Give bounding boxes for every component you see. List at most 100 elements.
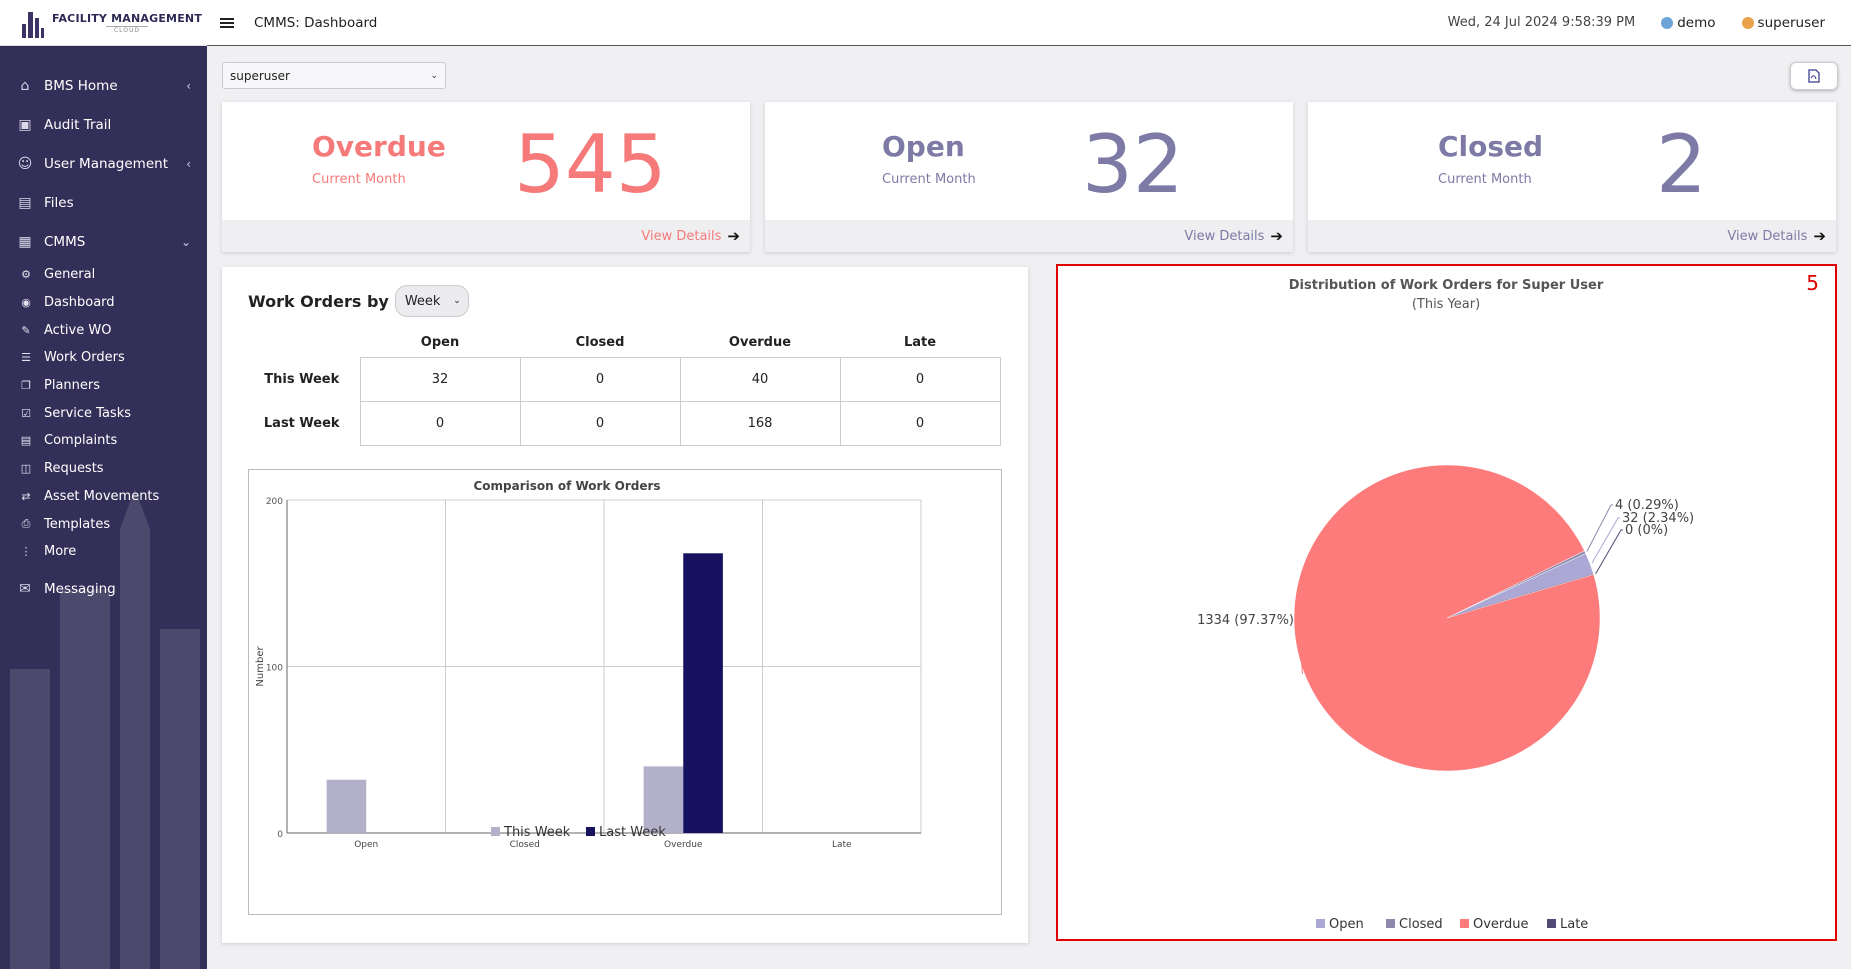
table-cell: 32 [359,356,521,402]
users-icon: ☺ [17,155,33,172]
pie-slice-overdue [1293,464,1601,772]
bar-chart-svg: Comparison of Work Orders 0 100 200 Number Op… [255,479,922,850]
card-value: 32 [1082,118,1184,211]
card-label: Overdue [312,130,446,163]
table-cell: 0 [519,356,681,402]
view-details-link[interactable]: View Details ➔ [765,220,1293,252]
user-menu[interactable]: superuser [1741,15,1825,31]
y-tick-label: 0 [277,830,283,840]
view-details-label: View Details [1184,228,1265,244]
sidebar-subitem-label: Active WO [44,322,112,338]
legend-swatch [586,827,595,836]
legend-entry: Closed [1399,917,1443,932]
sidebar-subitem-complaints[interactable]: ▤ Complaints [0,427,207,455]
user-select[interactable]: superuser ⌄ [222,62,446,89]
y-tick-label: 100 [266,664,283,674]
x-tick-label: Late [832,840,852,850]
card-label: Open [882,130,965,163]
site-selector[interactable]: demo [1661,14,1716,31]
sidebar-subitem-active-wo[interactable]: ✎ Active WO [0,316,207,344]
sidebar-item-bms-home[interactable]: ⌂ BMS Home ‹ [0,66,207,105]
sidebar-subitem-more[interactable]: ⋮ More [0,538,207,566]
legend-swatch [1386,919,1395,928]
sidebar-subitem-label: Service Tasks [44,405,132,421]
chevron-down-icon: ⌄ [430,70,438,81]
annotation-number: 5 [1806,271,1819,295]
current-datetime: Wed, 24 Jul 2024 9:58:39 PM [1447,15,1636,30]
file-pdf-icon: ⎙ [21,517,31,531]
table-cell: 0 [839,356,1001,402]
view-details-link[interactable]: View Details ➔ [1308,220,1836,252]
sidebar-item-cmms[interactable]: ▦ CMMS ⌄ [0,222,207,261]
export-pdf-button[interactable] [1790,62,1838,90]
x-tick-label: Closed [510,840,540,850]
columns-icon: ◫ [20,462,32,476]
sidebar-item-label: BMS Home [44,77,118,94]
sidebar-item-label: CMMS [44,233,86,250]
view-details-label: View Details [1727,228,1808,244]
bar-this-week [643,766,684,833]
row-header: This Week [264,371,340,387]
check-square-icon: ☑ [21,406,31,420]
comparison-bar-chart: Comparison of Work Orders 0 100 200 Number Op… [248,469,1002,915]
column-header: Overdue [728,335,792,351]
copy-icon: ❐ [21,379,31,393]
card-subtitle: Current Month [882,172,976,187]
arrow-right-icon: ➔ [727,227,740,245]
site-icon [1661,16,1674,29]
sidebar-subitem-service-tasks[interactable]: ☑ Service Tasks [0,399,207,427]
sidebar-subitem-planners[interactable]: ❐ Planners [0,372,207,400]
sidebar-subitem-asset-movements[interactable]: ⇄ Asset Movements [0,483,207,511]
pie-leader-line [1296,619,1304,675]
sidebar-item-messaging[interactable]: ✉ Messaging [0,570,207,609]
table-cell: 40 [679,356,841,402]
distribution-pie-card: 5 Distribution of Work Orders for Super … [1056,264,1837,941]
sidebar: FACILITY MANAGEMENT CLOUD ⌂ BMS Home ‹ ▣… [0,0,207,969]
legend-swatch [1316,919,1325,928]
sidebar-subitem-label: Templates [44,516,111,532]
chevron-left-icon: ‹ [186,78,191,93]
sidebar-subitem-general[interactable]: ⚙ General [0,261,207,289]
logo-title: FACILITY MANAGEMENT [52,11,203,25]
view-details-link[interactable]: View Details ➔ [222,220,750,252]
table-cell: 0 [359,400,521,446]
sidebar-subitem-label: Work Orders [44,350,125,366]
sidebar-subitem-work-orders[interactable]: ☰ Work Orders [0,344,207,372]
user-icon [1741,16,1754,29]
pie-data-label: 0 (0%) [1625,523,1668,538]
logo[interactable]: FACILITY MANAGEMENT CLOUD [0,0,207,46]
card-value: 545 [514,118,667,211]
y-tick-label: 200 [266,497,283,507]
y-axis-label: Number [255,646,266,687]
column-header: Closed [575,335,625,351]
pie-leader-line [1586,504,1613,552]
sidebar-subitem-dashboard[interactable]: ◉ Dashboard [0,289,207,317]
legend-entry: Open [1329,917,1364,932]
card-value: 2 [1656,118,1707,211]
arrow-right-icon: ➔ [1813,227,1826,245]
arrow-right-icon: ➔ [1270,227,1283,245]
files-icon: ▤ [18,194,32,211]
table-cell: 168 [679,400,841,446]
cmms-icon: ▦ [18,233,32,250]
sidebar-subitem-label: General [44,267,96,283]
chart-subtitle: (This Year) [1412,297,1480,312]
legend-swatch [491,827,500,836]
sidebar-subitem-requests[interactable]: ◫ Requests [0,455,207,483]
sidebar-subitem-label: Complaints [44,433,118,449]
more-vertical-icon: ⋮ [20,545,32,559]
sidebar-item-files[interactable]: ▤ Files [0,183,207,222]
site-name: demo [1677,14,1716,31]
bms-home-icon: ⌂ [20,77,30,94]
sidebar-item-audit-trail[interactable]: ▣ Audit Trail [0,105,207,144]
pie-data-label: 1334 (97.37%) [1197,613,1294,628]
sidebar-subitem-templates[interactable]: ⎙ Templates [0,510,207,538]
sidebar-subitem-label: Requests [44,461,104,477]
sidebar-subitem-label: Planners [44,378,101,394]
open-card: Open Current Month 32 View Details ➔ [765,102,1293,252]
card-subtitle: Current Month [1438,172,1532,187]
bar-last-week [683,553,723,833]
hamburger-menu-icon[interactable] [220,16,234,30]
period-select[interactable]: Week ⌄ [394,285,469,317]
sidebar-item-user-management[interactable]: ☺ User Management ‹ [0,144,207,183]
